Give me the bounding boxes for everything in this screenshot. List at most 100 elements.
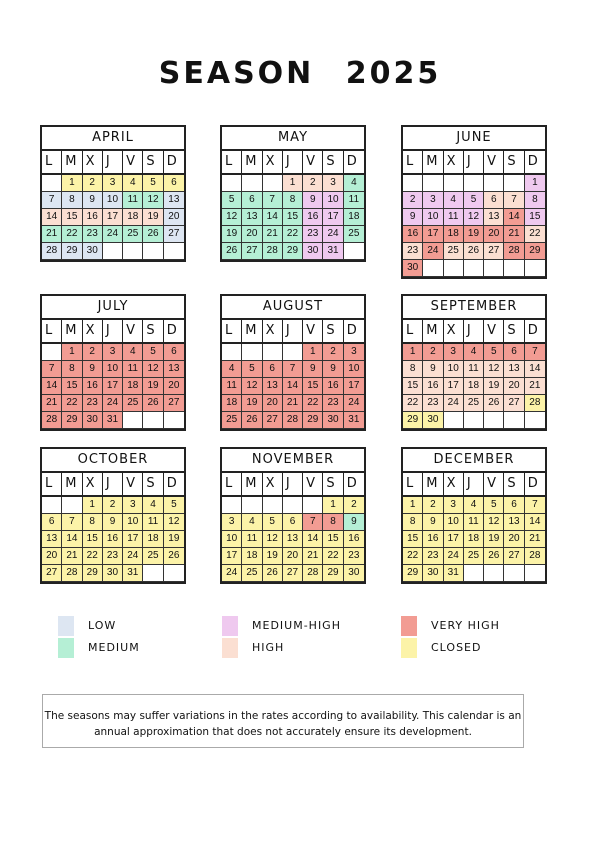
day-cell: 8: [82, 514, 103, 531]
day-cell: 23: [323, 395, 344, 412]
day-cell: 28: [504, 243, 525, 260]
weekday-header: M: [423, 151, 444, 175]
day-cell: 15: [62, 209, 83, 226]
weekday-header: M: [423, 473, 444, 497]
day-cell: 22: [282, 226, 304, 243]
day-cell: 19: [222, 226, 243, 243]
legend-swatch: [401, 638, 417, 658]
empty-cell: [443, 412, 464, 429]
day-cell: 21: [42, 226, 63, 243]
day-cell: 18: [123, 378, 144, 395]
weekday-header: L: [403, 151, 424, 175]
weekday-header: L: [42, 151, 63, 175]
day-cell: 13: [163, 361, 184, 378]
day-cell: 31: [323, 243, 344, 260]
day-cell: 27: [484, 243, 505, 260]
empty-cell: [524, 260, 545, 277]
weekday-header: L: [222, 151, 243, 175]
legend-swatch: [58, 616, 74, 636]
day-cell: 27: [163, 226, 184, 243]
day-cell: 1: [403, 497, 424, 514]
weekday-header: X: [443, 473, 464, 497]
day-cell: 19: [242, 395, 263, 412]
day-cell: 13: [282, 531, 304, 548]
day-cell: 21: [524, 378, 545, 395]
day-cell: 26: [484, 395, 505, 412]
day-cell: 14: [42, 378, 63, 395]
day-cell: 17: [423, 226, 444, 243]
weekday-header: V: [303, 151, 324, 175]
empty-cell: [262, 344, 283, 361]
month-calendar-july: JULY L M X J V S D 1 2 3 4 5 6 7 8 9 10 11 12 13 14 15 16 17 18 19…: [40, 294, 186, 431]
empty-cell: [102, 243, 124, 260]
day-cell: 10: [443, 361, 464, 378]
weekday-header: D: [524, 320, 545, 344]
empty-cell: [123, 243, 144, 260]
weekday-header: X: [443, 320, 464, 344]
empty-cell: [484, 412, 505, 429]
day-cell: 10: [343, 361, 364, 378]
legend-swatch: [222, 616, 238, 636]
page-title: SEASON 2025: [158, 56, 442, 91]
day-cell: 24: [343, 395, 364, 412]
empty-cell: [524, 565, 545, 582]
day-cell: 3: [343, 344, 364, 361]
day-cell: 7: [303, 514, 324, 531]
day-cell: 10: [423, 209, 444, 226]
day-cell: 16: [303, 209, 324, 226]
day-cell: 21: [282, 395, 304, 412]
day-cell: 25: [463, 548, 485, 565]
day-cell: 20: [42, 548, 63, 565]
day-cell: 11: [242, 531, 263, 548]
day-cell: 26: [163, 548, 184, 565]
day-cell: 6: [262, 361, 283, 378]
day-cell: 3: [443, 344, 464, 361]
day-cell: 3: [123, 497, 144, 514]
day-cell: 29: [62, 412, 83, 429]
day-cell: 12: [143, 361, 164, 378]
day-cell: 9: [303, 192, 324, 209]
day-cell: 21: [504, 226, 525, 243]
day-cell: 15: [62, 378, 83, 395]
weekday-header: D: [163, 320, 184, 344]
day-cell: 17: [443, 531, 464, 548]
month-calendar-november: NOVEMBER L M X J V S D 1 2 3 4 5 6 7 8 9 10 11 12 13 14 15 16 17…: [220, 447, 366, 584]
day-cell: 13: [262, 378, 283, 395]
day-cell: 23: [102, 548, 124, 565]
day-cell: 24: [102, 226, 124, 243]
month-name: NOVEMBER: [222, 449, 364, 473]
day-cell: 5: [463, 192, 485, 209]
day-cell: 29: [403, 412, 424, 429]
day-cell: 17: [443, 378, 464, 395]
day-cell: 30: [423, 412, 444, 429]
day-cell: 10: [443, 514, 464, 531]
month-name: JUNE: [403, 127, 545, 151]
day-cell: 12: [463, 209, 485, 226]
weekday-header: M: [62, 151, 83, 175]
day-cell: 11: [222, 378, 243, 395]
day-cell: 4: [123, 175, 144, 192]
day-cell: 9: [423, 361, 444, 378]
weekday-header: D: [343, 473, 364, 497]
day-cell: 8: [524, 192, 545, 209]
empty-cell: [423, 175, 444, 192]
day-cell: 8: [403, 514, 424, 531]
weekday-header: D: [163, 473, 184, 497]
empty-cell: [484, 175, 505, 192]
weekday-header: X: [262, 473, 283, 497]
day-cell: 25: [463, 395, 485, 412]
empty-cell: [504, 412, 525, 429]
day-cell: 15: [524, 209, 545, 226]
day-cell: 7: [282, 361, 304, 378]
weekday-header: L: [42, 320, 63, 344]
empty-cell: [303, 497, 324, 514]
day-cell: 29: [323, 565, 344, 582]
day-cell: 22: [403, 395, 424, 412]
month-calendar-september: SEPTEMBER L M X J V S D 1 2 3 4 5 6 7 8 9 10 11 12 13 14 15 16 1…: [401, 294, 547, 431]
day-cell: 3: [222, 514, 243, 531]
day-cell: 19: [163, 531, 184, 548]
day-cell: 19: [484, 378, 505, 395]
day-cell: 6: [504, 497, 525, 514]
weekday-header: J: [282, 473, 304, 497]
weekday-header: L: [403, 473, 424, 497]
